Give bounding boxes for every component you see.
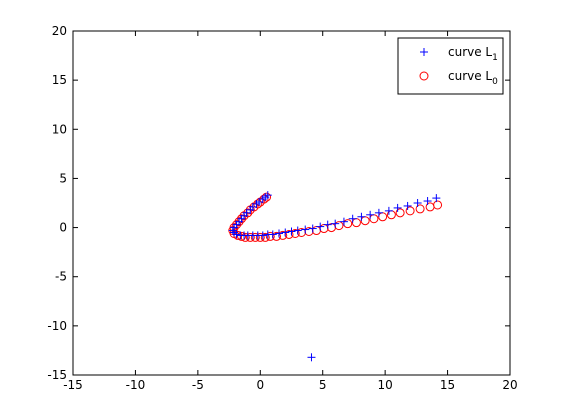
legend-text: curve L — [448, 45, 492, 59]
data-point-l0 — [265, 231, 275, 241]
data-point-l1 — [357, 212, 366, 221]
data-point-l1 — [281, 228, 290, 237]
data-point-l1 — [331, 219, 340, 228]
data-point-l1 — [308, 224, 317, 233]
y-tick-label: -5 — [55, 270, 67, 284]
y-tick-label: 0 — [59, 221, 67, 235]
y-tick-label: 10 — [52, 122, 67, 136]
legend-marker-circle — [419, 71, 429, 81]
data-point-l1 — [287, 227, 296, 236]
data-point-l0 — [260, 232, 270, 242]
data-point-l1 — [384, 206, 393, 215]
legend-subscript: 0 — [492, 77, 498, 87]
legend-box — [397, 37, 504, 95]
data-point-l0 — [415, 204, 425, 214]
data-point-l1 — [413, 199, 422, 207]
data-point-l0 — [240, 232, 250, 242]
legend-label: curve L0 — [448, 69, 498, 87]
x-tick-label: -15 — [63, 378, 83, 392]
data-point-l1 — [348, 214, 357, 223]
data-point-l1 — [374, 208, 383, 217]
data-point-l1 — [403, 201, 412, 210]
x-tick-label: 0 — [256, 378, 264, 392]
y-tick-label: -15 — [47, 368, 67, 382]
x-tick-label: 20 — [502, 378, 517, 392]
data-point-l1 — [393, 203, 402, 212]
data-point-l1 — [366, 210, 375, 219]
y-tick-label: 20 — [52, 24, 67, 38]
data-point-l0 — [395, 208, 405, 218]
x-tick-label: -5 — [192, 378, 204, 392]
legend-text: curve L — [448, 69, 492, 83]
data-point-l1 — [228, 226, 237, 235]
legend-subscript: 1 — [492, 53, 498, 63]
data-point-l0 — [255, 232, 265, 242]
data-point-l1 — [423, 197, 432, 206]
data-point-l1 — [293, 226, 302, 235]
data-point-l0 — [250, 232, 260, 242]
y-tick-label: -10 — [47, 319, 67, 333]
data-point-l1 — [307, 353, 316, 362]
x-tick-label: 5 — [319, 378, 327, 392]
data-point-l0 — [245, 232, 255, 242]
data-point-l1 — [301, 225, 310, 234]
data-point-l0 — [433, 200, 443, 210]
data-point-l1 — [275, 229, 284, 238]
data-point-l1 — [323, 220, 332, 229]
legend-label: curve L1 — [448, 45, 498, 63]
y-tick-label: 5 — [59, 171, 67, 185]
x-tick-label: 10 — [378, 378, 393, 392]
data-marks — [228, 191, 443, 362]
data-point-l0 — [405, 206, 415, 216]
data-point-l1 — [339, 217, 348, 226]
data-point-l1 — [268, 230, 277, 239]
y-tick-label: 15 — [52, 73, 67, 87]
data-point-l0 — [237, 231, 247, 241]
data-point-l1 — [316, 222, 325, 231]
data-point-l1 — [232, 230, 241, 239]
x-tick-label: 15 — [440, 378, 455, 392]
data-point-l1 — [432, 194, 441, 203]
x-tick-label: -10 — [126, 378, 146, 392]
data-point-l1 — [258, 231, 267, 240]
legend-marker-plus — [420, 48, 428, 56]
